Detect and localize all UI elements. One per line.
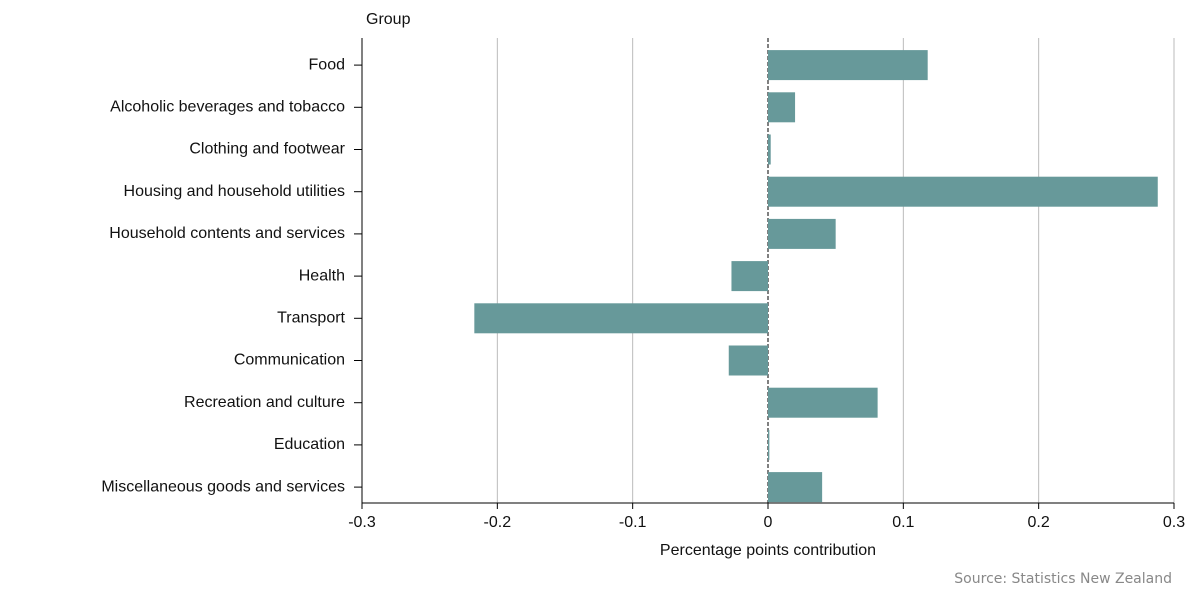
- bar: [768, 472, 823, 503]
- x-tick-label: -0.1: [619, 514, 647, 531]
- bar: [768, 50, 928, 81]
- y-tick-label: Transport: [277, 310, 345, 327]
- y-tick-label: Health: [299, 267, 345, 284]
- x-axis-label: Percentage points contribution: [660, 542, 876, 559]
- bar: [768, 429, 770, 460]
- x-tick-label: 0: [764, 514, 773, 531]
- bar: [768, 218, 836, 249]
- bar: [731, 261, 768, 292]
- y-tick-label: Housing and household utilities: [124, 183, 345, 200]
- x-tick-label: -0.2: [484, 514, 512, 531]
- bar: [768, 387, 878, 418]
- y-tick-label: Clothing and footwear: [189, 141, 345, 158]
- x-tick-label: -0.3: [348, 514, 376, 531]
- bar: [474, 303, 768, 334]
- x-tick-label: 0.3: [1163, 514, 1185, 531]
- bar: [768, 176, 1158, 207]
- bar: [768, 134, 771, 165]
- y-tick-label: Recreation and culture: [184, 394, 345, 411]
- y-axis-label: Group: [366, 11, 411, 28]
- bar: [768, 92, 796, 123]
- y-tick-label: Education: [274, 436, 345, 453]
- y-tick-label: Communication: [234, 352, 345, 369]
- y-tick-label: Food: [309, 56, 345, 73]
- x-tick-label: 0.2: [1028, 514, 1050, 531]
- y-tick-label: Household contents and services: [109, 225, 345, 242]
- y-tick-label: Miscellaneous goods and services: [101, 478, 345, 495]
- bar: [728, 345, 768, 376]
- source: Source: Statistics New Zealand: [954, 571, 1172, 587]
- x-tick-label: 0.1: [892, 514, 914, 531]
- y-tick-label: Alcoholic beverages and tobacco: [110, 99, 345, 116]
